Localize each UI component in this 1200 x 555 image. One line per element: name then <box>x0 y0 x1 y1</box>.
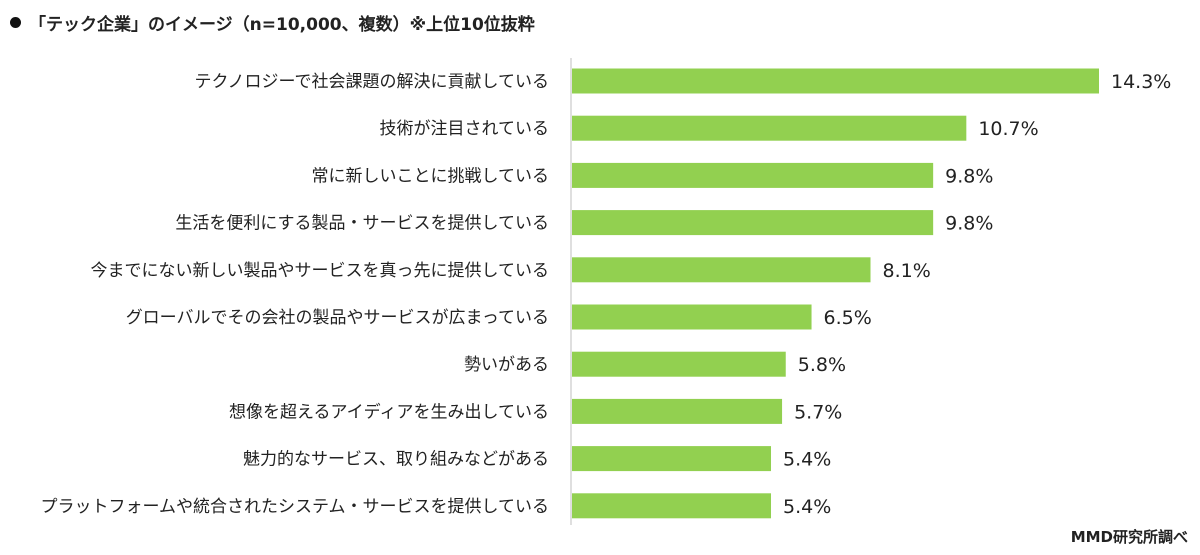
bar <box>572 493 772 519</box>
bar <box>572 162 934 188</box>
category-label: 今までにない新しい製品やサービスを真っ先に提供している <box>91 261 550 281</box>
source-credit: MMD研究所調べ <box>1070 528 1188 546</box>
data-label: 8.1% <box>883 260 931 282</box>
category-label: テクノロジーで社会課題の解決に貢献している <box>195 72 549 92</box>
category-label: 常に新しいことに挑戦している <box>312 166 550 186</box>
data-label: 14.3% <box>1111 71 1171 93</box>
data-label: 9.8% <box>945 213 993 235</box>
category-label: 勢いがある <box>464 355 549 375</box>
chart-title: 「テック企業」のイメージ（n=10,000、複数）※上位10位抜粋 <box>10 10 535 35</box>
category-label: 生活を便利にする製品・サービスを提供している <box>175 214 549 234</box>
bar <box>572 351 786 377</box>
bar <box>572 304 812 330</box>
category-label: プラットフォームや統合されたシステム・サービスを提供している <box>41 497 549 517</box>
data-label: 9.8% <box>945 165 993 187</box>
category-label: 魅力的なサービス、取り組みなどがある <box>243 450 549 470</box>
bar <box>572 398 783 424</box>
bar <box>572 210 934 236</box>
chart-title-text: 「テック企業」のイメージ（n=10,000、複数）※上位10位抜粋 <box>29 15 535 35</box>
data-label: 5.4% <box>783 496 831 518</box>
category-label: 技術が注目されている <box>380 119 550 139</box>
bar <box>572 257 871 283</box>
data-label: 5.4% <box>783 449 831 471</box>
bar <box>572 68 1099 94</box>
category-label: グローバルでその会社の製品やサービスが広まっている <box>126 308 549 328</box>
category-label: 想像を超えるアイディアを生み出している <box>229 401 549 422</box>
bar <box>572 115 967 141</box>
data-label: 10.7% <box>978 118 1038 140</box>
bar <box>572 446 772 472</box>
bullet-icon <box>10 17 21 28</box>
data-label: 5.7% <box>794 401 842 423</box>
data-label: 5.8% <box>798 354 846 376</box>
data-label: 6.5% <box>824 307 872 329</box>
